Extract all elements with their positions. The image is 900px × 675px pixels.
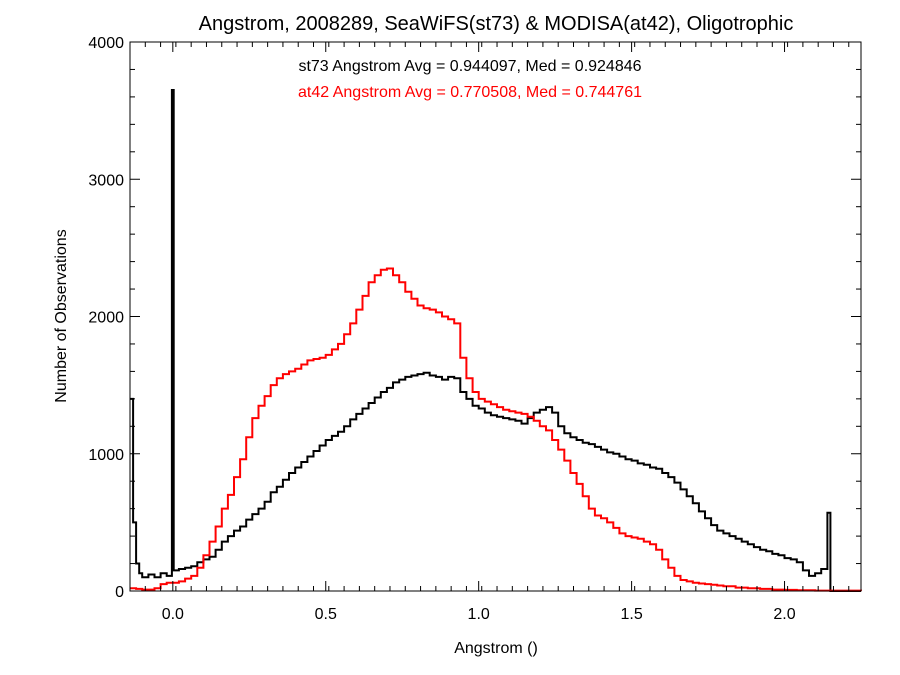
axis-layer: 0.0 0.5 1.0 1.5 2.0 0 1000 2000 3000 4000 <box>88 35 861 623</box>
series-layer <box>130 89 862 592</box>
y-tick-label-2: 2000 <box>88 310 124 327</box>
y-tick-label-3: 3000 <box>88 172 124 189</box>
plot-frame <box>129 41 862 592</box>
y-tick-label-4: 4000 <box>88 35 124 52</box>
y-tick-label-0: 0 <box>115 584 124 601</box>
chart-title: Angstrom, 2008289, SeaWiFS(st73) & MODIS… <box>199 13 794 35</box>
x-tick-label-3: 1.5 <box>620 606 642 623</box>
series-line-1 <box>130 267 862 592</box>
x-tick-label-1: 0.5 <box>315 606 337 623</box>
annotation-at42: at42 Angstrom Avg = 0.770508, Med = 0.74… <box>298 84 642 101</box>
y-axis-label: Number of Observations <box>53 229 70 402</box>
annotation-st73: st73 Angstrom Avg = 0.944097, Med = 0.92… <box>298 58 641 75</box>
x-tick-label-2: 1.0 <box>468 606 490 623</box>
series-line-0 <box>130 89 861 592</box>
x-axis-label: Angstrom () <box>454 640 538 657</box>
x-tick-label-4: 2.0 <box>773 606 795 623</box>
x-tick-label-0: 0.0 <box>162 606 184 623</box>
y-tick-label-1: 1000 <box>88 447 124 464</box>
